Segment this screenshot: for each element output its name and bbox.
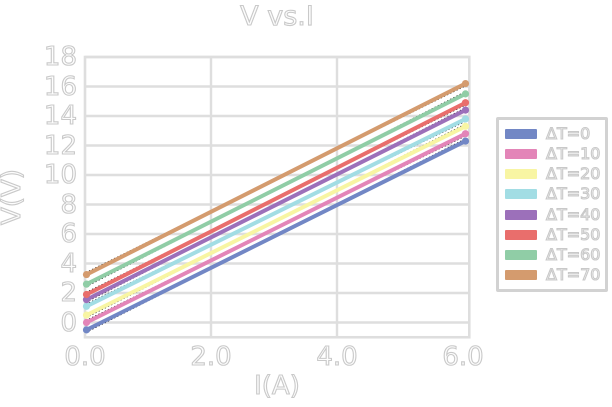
x-tick-label: 0.0: [64, 341, 106, 372]
series-line: [84, 108, 468, 302]
series-line: [84, 81, 468, 277]
data-point-marker: [82, 270, 91, 279]
legend-swatch: [505, 249, 537, 260]
y-tick-label: 12: [43, 130, 77, 161]
data-point-marker: [461, 115, 470, 123]
series-line: [84, 131, 468, 325]
legend-item: ΔT=50: [505, 224, 601, 245]
y-tick-label: 4: [60, 248, 78, 279]
data-point-marker: [82, 311, 91, 319]
legend-item: ΔT=40: [505, 204, 601, 225]
legend-label: ΔT=30: [545, 184, 601, 204]
data-point-marker: [82, 290, 91, 299]
data-point-marker: [461, 130, 470, 138]
legend-item: ΔT=10: [505, 144, 601, 164]
legend-swatch: [505, 229, 537, 240]
legend-item: ΔT=0: [505, 124, 599, 144]
legend-swatch: [505, 169, 537, 180]
series-line: [84, 91, 468, 287]
x-tick-label: 6.0: [442, 341, 484, 372]
y-axis-label: V(V): [0, 169, 28, 226]
legend-item: ΔT=30: [505, 184, 601, 204]
series-line: [84, 139, 468, 332]
legend-label: ΔT=10: [545, 144, 601, 164]
legend-label: ΔT=70: [545, 264, 601, 284]
y-tick-label: 0: [60, 307, 78, 338]
series-line: [84, 100, 468, 297]
y-tick-label: 16: [43, 71, 77, 102]
legend-label: ΔT=20: [545, 164, 601, 184]
legend-label: ΔT=0: [545, 124, 591, 144]
data-point-marker: [82, 326, 91, 334]
data-point-marker: [461, 99, 470, 107]
series-line: [84, 116, 468, 309]
data-point-marker: [82, 280, 91, 288]
x-tick-label: 2.0: [190, 341, 232, 372]
data-point-marker: [461, 106, 470, 114]
data-point-marker: [461, 90, 470, 98]
data-point-marker: [461, 122, 470, 130]
data-point-marker: [82, 318, 91, 327]
legend-swatch: [505, 189, 537, 200]
legend-label: ΔT=40: [545, 204, 601, 224]
y-tick-label: 10: [43, 159, 77, 190]
data-point-marker: [82, 296, 91, 304]
legend: ΔT=0 ΔT=10 ΔT=20 ΔT=30 ΔT=40 ΔT=50 ΔT=60 ΔT=70: [496, 117, 608, 292]
legend-label: ΔT=60: [545, 244, 601, 264]
legend-swatch: [505, 149, 537, 160]
y-tick-label: 14: [43, 100, 77, 131]
y-tick-label: 18: [43, 41, 77, 72]
series-line: [84, 124, 468, 318]
chart-title: V vs.I: [240, 0, 315, 32]
legend-label: ΔT=50: [545, 224, 601, 244]
y-tick-label: 8: [60, 189, 78, 220]
data-point-marker: [82, 302, 91, 310]
legend-item: ΔT=70: [505, 264, 601, 285]
legend-swatch: [505, 269, 537, 280]
legend-swatch: [505, 129, 537, 140]
plot-frame: [83, 55, 471, 339]
x-tick-label: 4.0: [316, 341, 358, 372]
legend-item: ΔT=20: [505, 164, 601, 184]
legend-swatch: [505, 209, 537, 220]
y-tick-label: 6: [60, 218, 78, 249]
data-point-marker: [461, 79, 470, 88]
legend-item: ΔT=60: [505, 244, 601, 265]
data-point-marker: [461, 137, 470, 145]
x-axis-label: I(A): [254, 370, 301, 401]
y-tick-label: 2: [60, 277, 78, 308]
